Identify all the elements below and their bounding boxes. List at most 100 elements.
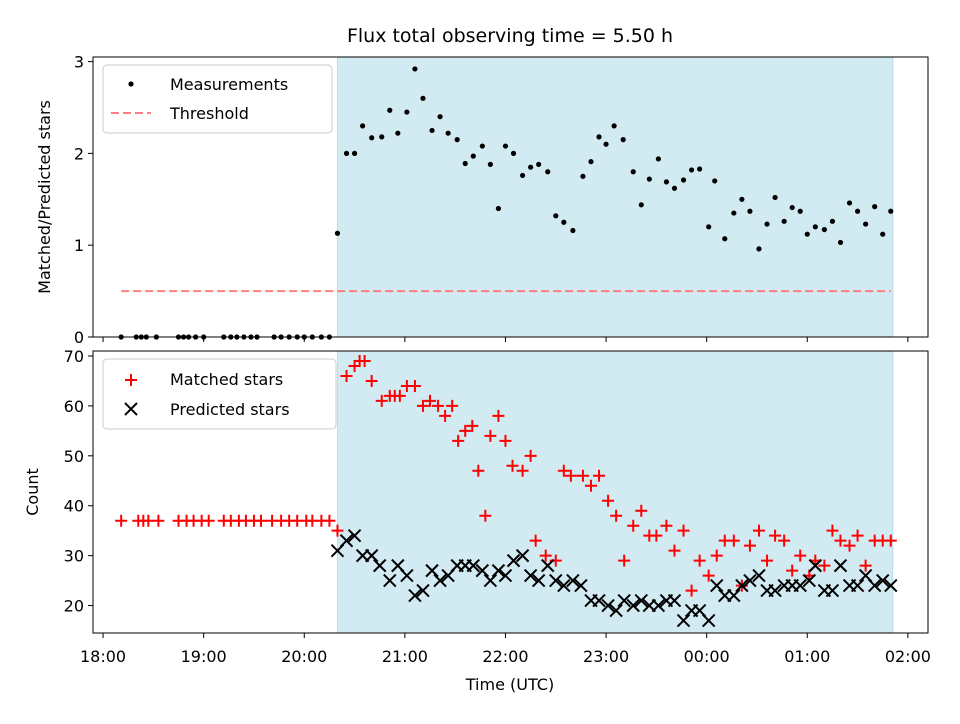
measurement-point bbox=[588, 159, 594, 165]
matched-star-point bbox=[484, 429, 497, 442]
matched-star-point bbox=[255, 514, 268, 527]
legend-ratio-box bbox=[102, 64, 333, 134]
predicted-star-point bbox=[515, 548, 530, 563]
panel-ratio: 0 1 2 3 Matched/Predicted stars Measurement… bbox=[35, 53, 929, 347]
measurement-point bbox=[722, 236, 728, 242]
measurement-point bbox=[688, 167, 695, 173]
measurement-point bbox=[334, 230, 341, 236]
measurement-point bbox=[697, 166, 703, 172]
measurement-point bbox=[821, 226, 827, 233]
measurement-point bbox=[797, 208, 803, 214]
predicted-star-point bbox=[884, 578, 898, 593]
measurement-point bbox=[712, 178, 718, 184]
measurement-point bbox=[620, 137, 626, 143]
measurement-point bbox=[536, 161, 542, 168]
matched-star-point bbox=[152, 514, 165, 527]
matched-star-point bbox=[584, 479, 597, 492]
predicted-star-point bbox=[425, 563, 439, 578]
measurement-point bbox=[445, 130, 451, 136]
x-tick-label: 22:00 bbox=[482, 647, 528, 666]
matched-star-point bbox=[479, 509, 492, 522]
x-tick-label: 20:00 bbox=[281, 647, 327, 666]
predicted-star-point bbox=[557, 578, 571, 593]
matched-star-point bbox=[492, 409, 505, 422]
y-tick-label: 50 bbox=[64, 447, 84, 466]
matched-star-point bbox=[452, 434, 465, 447]
y-tick-label: 20 bbox=[64, 597, 84, 616]
legend-threshold-label: Threshold bbox=[169, 104, 249, 123]
predicted-star-point bbox=[850, 578, 865, 593]
predicted-star-point bbox=[833, 558, 848, 573]
predicted-star-point bbox=[743, 573, 757, 588]
measurement-point bbox=[404, 109, 410, 115]
chart-title: Flux total observing time = 5.50 h bbox=[347, 25, 673, 47]
predicted-star-point bbox=[466, 558, 480, 573]
predicted-star-point bbox=[634, 593, 648, 608]
measurement-point bbox=[663, 179, 670, 185]
measurement-point bbox=[888, 208, 894, 214]
x-axis-label: Time (UTC) bbox=[465, 675, 554, 694]
measurement-point bbox=[495, 205, 502, 212]
measurement-point bbox=[764, 221, 770, 227]
measurement-point bbox=[379, 134, 385, 140]
matched-star-point bbox=[610, 509, 623, 522]
matched-star-point bbox=[884, 534, 897, 547]
predicted-star-point bbox=[676, 613, 691, 628]
measurement-point bbox=[880, 231, 886, 237]
matched-star-point bbox=[524, 449, 537, 462]
measurement-point bbox=[502, 143, 509, 149]
measurement-point bbox=[739, 196, 745, 202]
measurement-point bbox=[487, 161, 493, 168]
measurement-point bbox=[454, 137, 460, 143]
predicted-star-point bbox=[802, 573, 816, 588]
matched-star-point bbox=[826, 524, 839, 537]
predicted-star-point bbox=[364, 548, 379, 563]
matched-star-point bbox=[769, 529, 782, 542]
matched-star-point bbox=[539, 549, 552, 562]
measurement-point bbox=[545, 169, 551, 175]
measurement-point bbox=[528, 164, 534, 170]
predicted-star-point bbox=[651, 598, 666, 613]
predicted-star-point bbox=[768, 583, 782, 598]
matched-star-point bbox=[834, 534, 847, 547]
matched-star-point bbox=[472, 464, 485, 477]
legend-matched-marker bbox=[125, 374, 137, 386]
matched-star-point bbox=[466, 419, 479, 432]
predicted-star-point bbox=[626, 598, 640, 613]
measurement-point bbox=[804, 231, 810, 237]
predicted-star-point bbox=[609, 603, 623, 618]
matched-star-point bbox=[677, 524, 690, 537]
predicted-star-point bbox=[475, 563, 490, 578]
x-tick-label: 21:00 bbox=[382, 647, 428, 666]
measurement-point bbox=[854, 208, 861, 214]
matched-star-point bbox=[576, 469, 589, 482]
measurement-point bbox=[789, 204, 795, 211]
x-tick-label: 02:00 bbox=[885, 647, 931, 666]
matched-star-point bbox=[424, 394, 437, 407]
matched-star-point bbox=[375, 394, 388, 407]
predicted-star-point bbox=[825, 583, 840, 598]
measurement-point bbox=[863, 221, 869, 227]
matched-star-point bbox=[557, 464, 570, 477]
matched-star-point bbox=[564, 469, 577, 482]
measurement-point bbox=[756, 246, 762, 252]
predicted-star-point bbox=[876, 573, 890, 588]
matched-star-point bbox=[710, 549, 723, 562]
measurement-point bbox=[603, 141, 609, 147]
matched-star-point bbox=[416, 399, 429, 412]
predicted-star-point bbox=[574, 578, 588, 593]
measurement-point bbox=[872, 204, 878, 210]
y-tick-label: 0 bbox=[74, 328, 84, 347]
measurement-point bbox=[420, 95, 426, 101]
legend-ratio: Measurements Threshold bbox=[102, 64, 333, 134]
measurement-point bbox=[580, 173, 586, 179]
predicted-star-point bbox=[373, 558, 387, 573]
y-tick-label: 70 bbox=[64, 347, 84, 366]
matched-star-point bbox=[635, 504, 648, 517]
legend-measurements-label: Measurements bbox=[170, 75, 288, 94]
legend-measurements-marker bbox=[128, 81, 134, 87]
measurement-point bbox=[646, 176, 652, 182]
predicted-star-point bbox=[498, 568, 513, 583]
y-axis-label-count: Count bbox=[23, 468, 42, 516]
matched-star-point bbox=[778, 534, 791, 547]
